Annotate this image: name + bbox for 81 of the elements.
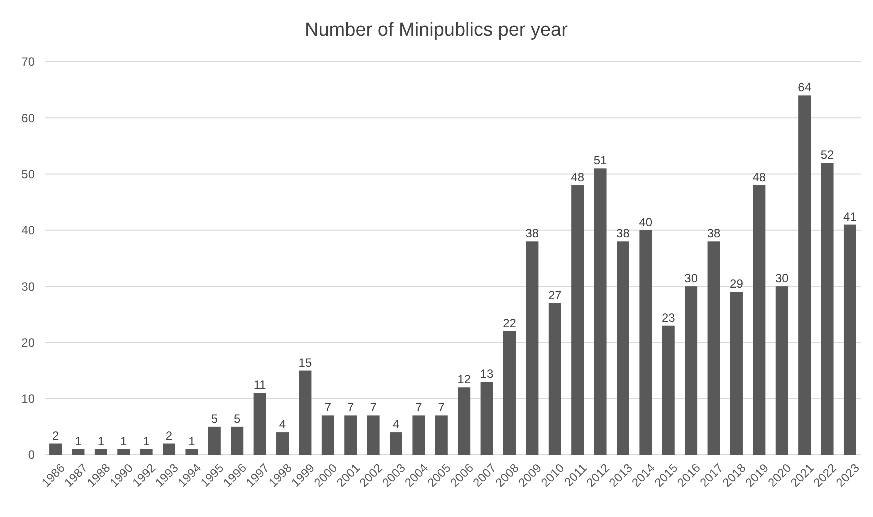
data-label: 48 [752, 170, 766, 185]
bar [821, 163, 834, 455]
bar [594, 168, 607, 455]
bar [118, 449, 130, 455]
data-label: 1 [75, 434, 82, 448]
bar [662, 326, 675, 455]
data-label: 7 [416, 400, 423, 415]
bar [708, 242, 720, 455]
y-tick-label: 40 [22, 224, 36, 238]
bar [299, 370, 312, 455]
y-tick-label: 0 [28, 448, 36, 462]
bar [435, 416, 448, 455]
y-tick-label: 60 [22, 111, 36, 126]
bar [753, 186, 766, 455]
bar [140, 449, 153, 455]
data-label: 64 [798, 80, 812, 95]
y-tick-label: 20 [22, 336, 36, 350]
data-label: 2 [166, 428, 173, 443]
bar [458, 388, 471, 455]
y-tick-label: 70 [22, 55, 36, 70]
bar [685, 286, 698, 455]
bar [50, 444, 62, 455]
data-label: 38 [707, 226, 722, 241]
data-label: 51 [594, 154, 608, 168]
data-label: 27 [548, 288, 562, 302]
bar [776, 286, 788, 455]
data-label: 48 [571, 170, 585, 185]
bar [72, 449, 85, 455]
data-label: 7 [324, 400, 332, 415]
data-label: 7 [438, 400, 446, 415]
bar [254, 393, 266, 455]
y-tick-label: 50 [22, 167, 36, 182]
data-label: 22 [503, 316, 517, 330]
data-label: 30 [684, 272, 698, 286]
data-label: 41 [844, 210, 858, 224]
data-label: 12 [458, 372, 472, 387]
bar [730, 292, 743, 455]
bar [640, 230, 652, 455]
bar [798, 96, 812, 455]
bar [412, 416, 426, 455]
bar [367, 416, 380, 455]
bar [163, 444, 176, 455]
chart-title: Number of Minipublics per year [305, 20, 569, 41]
data-label: 52 [820, 148, 835, 162]
data-label: 1 [143, 434, 150, 448]
data-label: 29 [730, 277, 744, 292]
bar [548, 303, 562, 455]
bar [504, 331, 516, 455]
data-label: 30 [775, 272, 790, 286]
y-tick-label: 10 [22, 392, 36, 406]
bar [208, 426, 221, 455]
data-label: 5 [234, 412, 242, 426]
data-label: 1 [98, 434, 105, 448]
y-tick-label: 30 [22, 280, 36, 294]
data-label: 11 [254, 378, 267, 392]
data-label: 38 [526, 226, 540, 241]
bar [186, 449, 198, 455]
bar [616, 242, 630, 455]
data-label: 1 [120, 434, 128, 448]
data-label: 7 [370, 400, 378, 415]
data-label: 13 [480, 367, 494, 382]
bar [526, 242, 539, 455]
data-label: 15 [298, 356, 312, 370]
data-label: 5 [211, 412, 218, 426]
bar [276, 432, 290, 455]
bar [231, 426, 244, 455]
data-label: 23 [662, 310, 676, 325]
data-label: 1 [188, 434, 196, 448]
bar [390, 432, 402, 455]
data-label: 38 [616, 226, 630, 241]
data-label: 4 [392, 418, 400, 432]
bar [572, 186, 584, 455]
bar [844, 224, 856, 455]
bar [94, 449, 108, 455]
data-label: 7 [348, 400, 355, 415]
bar [322, 416, 334, 455]
data-label: 2 [52, 428, 60, 443]
bar [480, 382, 494, 455]
data-label: 40 [639, 215, 653, 230]
bar [344, 416, 358, 455]
data-label: 4 [279, 418, 286, 432]
